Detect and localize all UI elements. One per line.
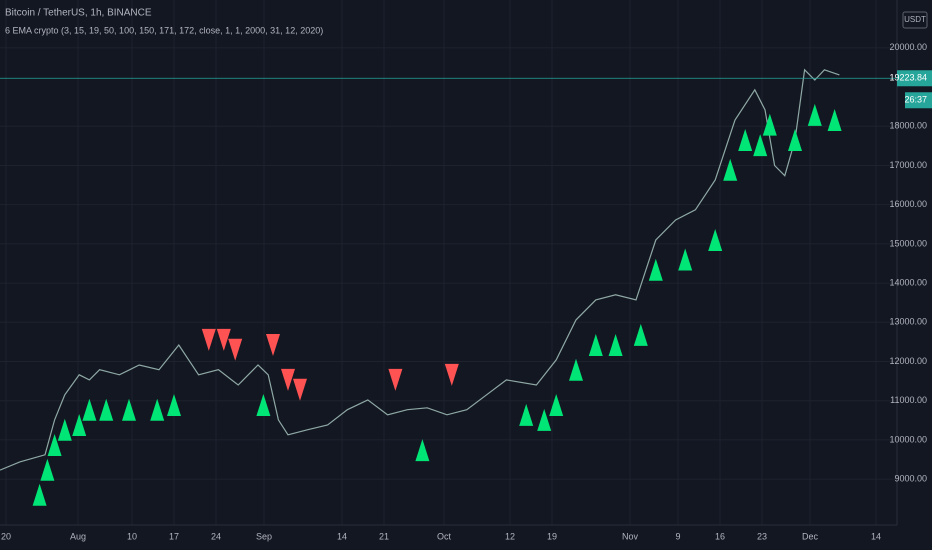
buy-signal: [72, 414, 87, 437]
y-tick-label: 10000.00: [889, 434, 927, 444]
y-tick-label: 11000.00: [890, 395, 927, 405]
y-tick-label: 15000.00: [889, 238, 927, 248]
buy-signal: [588, 334, 603, 357]
buy-signal: [807, 103, 822, 126]
buy-signal: [738, 128, 753, 151]
buy-signal: [256, 394, 271, 417]
grid: [0, 0, 897, 525]
buy-signal: [633, 323, 648, 346]
buy-signal: [723, 158, 738, 181]
sell-signal: [281, 368, 295, 391]
buy-signal: [608, 334, 623, 357]
buy-signal: [753, 134, 768, 157]
x-tick-label: 23: [757, 531, 767, 541]
axes: 9000.00 10000.00 11000.00 12000.00 13000.00 1…: [1, 42, 932, 541]
x-tick-label: Dec: [802, 531, 819, 541]
x-tick-label: 24: [211, 531, 221, 541]
buy-signal: [762, 113, 777, 136]
y-tick-label: 16000.00: [889, 199, 927, 209]
x-tick-label: 16: [715, 531, 725, 541]
chart-title: Bitcoin / TetherUS, 1h, BINANCE: [5, 8, 152, 19]
x-tick-label: Oct: [437, 531, 452, 541]
sell-signal: [228, 338, 243, 361]
x-tick-label: 14: [871, 531, 881, 541]
x-tick-label: Nov: [622, 531, 639, 541]
price-line: [0, 68, 840, 471]
buy-signal: [32, 483, 47, 506]
buy-signal: [827, 108, 842, 131]
buy-signal: [99, 398, 114, 421]
buy-signal: [678, 248, 693, 271]
y-tick-label: 12000.00: [889, 356, 927, 366]
currency[interactable]: USDT: [904, 15, 926, 24]
countdown: 26:37: [904, 95, 927, 105]
buy-signal: [519, 403, 534, 426]
buy-signal: [57, 418, 72, 441]
buy-signal: [82, 398, 97, 421]
sell-signal: [266, 334, 280, 357]
sell-signal: [201, 328, 216, 351]
x-tick-label: 14: [337, 531, 347, 541]
x-tick-label: 9: [675, 531, 680, 541]
buy-signal: [788, 128, 802, 151]
y-tick-label: 18000.00: [889, 121, 927, 131]
y-tick-label: 13000.00: [889, 317, 927, 327]
buy-signal: [569, 358, 583, 381]
sell-signal: [444, 363, 459, 386]
buy-signal: [40, 458, 55, 481]
x-tick-label: 20: [1, 531, 11, 541]
plot: [0, 68, 897, 506]
sell-signal: [388, 368, 403, 391]
x-tick-label: Sep: [256, 531, 272, 541]
buy-signal: [47, 434, 62, 457]
buy-signal: [648, 258, 663, 281]
buy-signal: [122, 398, 136, 421]
y-tick-label: 17000.00: [889, 160, 927, 170]
x-tick-label: 19: [547, 531, 557, 541]
last-price-box: [897, 70, 932, 87]
x-tick-label: 21: [379, 531, 389, 541]
indicator-label: 6 EMA crypto (3, 15, 19, 50, 100, 150, 1…: [5, 25, 323, 35]
x-tick-label: 12: [505, 531, 515, 541]
buy-signal: [415, 439, 430, 462]
x-tick-label: 17: [169, 531, 179, 541]
buy-signal: [167, 394, 181, 417]
x-tick-label: Aug: [70, 531, 86, 541]
y-tick-label: 9000.00: [894, 474, 927, 484]
y-tick-label: 14000.00: [889, 277, 927, 287]
sell-signal: [216, 328, 231, 351]
buy-signal: [708, 228, 723, 251]
currency-box[interactable]: [902, 11, 928, 29]
y-tick-label: 20000.00: [889, 42, 927, 52]
buy-signal: [537, 408, 552, 431]
buy-signal: [549, 394, 564, 417]
countdown-box: [905, 92, 932, 109]
x-tick-label: 10: [127, 531, 137, 541]
sell-signal: [293, 378, 307, 401]
last-price-label: 19223.84: [889, 73, 927, 83]
buy-signal: [150, 398, 165, 421]
